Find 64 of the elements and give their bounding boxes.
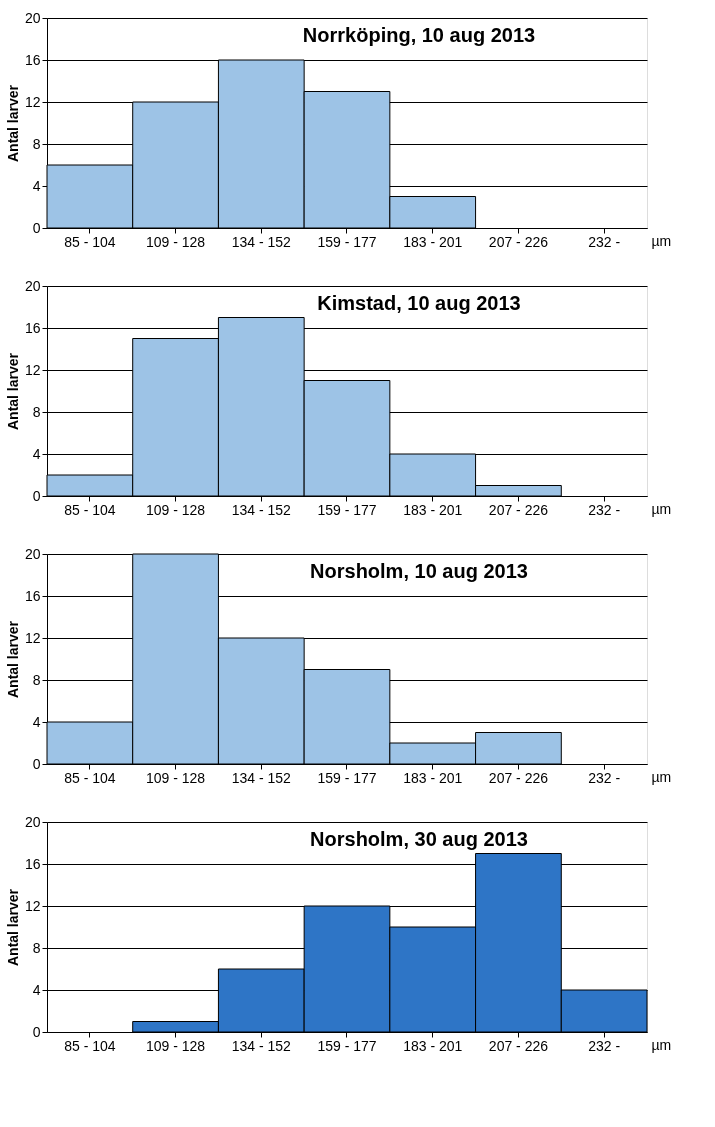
x-tick-label: 207 - 226 xyxy=(488,501,549,518)
chart-title: Norrköping, 10 aug 2013 xyxy=(302,24,536,46)
x-tick-label: 109 - 128 xyxy=(145,501,206,518)
x-tick-label: 183 - 201 xyxy=(403,769,463,786)
y-tick-label: 20 xyxy=(24,545,41,562)
y-tick-label: 4 xyxy=(32,713,41,730)
x-tick-label: 109 - 128 xyxy=(145,233,206,250)
x-tick-label: 85 - 104 xyxy=(64,1037,116,1054)
x-tick-label: 207 - 226 xyxy=(488,1037,549,1054)
x-tick-label: 232 - xyxy=(588,1037,621,1054)
x-tick-label: 134 - 152 xyxy=(231,769,292,786)
x-tick-label: 85 - 104 xyxy=(64,501,116,518)
x-tick-label: 159 - 177 xyxy=(317,1037,377,1054)
x-axis-title: µm xyxy=(651,768,672,785)
y-tick-label: 8 xyxy=(32,403,41,420)
y-tick-label: 0 xyxy=(32,487,41,504)
y-tick-label: 12 xyxy=(24,93,41,110)
y-tick-label: 20 xyxy=(24,9,41,26)
y-axis-title: Antal larver xyxy=(4,620,21,699)
x-tick-label: 159 - 177 xyxy=(317,501,377,518)
x-tick-label: 183 - 201 xyxy=(403,233,463,250)
y-tick-label: 4 xyxy=(32,445,41,462)
x-tick-label: 207 - 226 xyxy=(488,233,549,250)
y-tick-label: 12 xyxy=(24,629,41,646)
x-tick-label: 85 - 104 xyxy=(64,769,116,786)
y-axis-title: Antal larver xyxy=(4,352,21,431)
x-tick-label: 134 - 152 xyxy=(231,233,292,250)
x-tick-label: 159 - 177 xyxy=(317,769,377,786)
x-tick-label: 159 - 177 xyxy=(317,233,377,250)
x-tick-label: 207 - 226 xyxy=(488,769,549,786)
y-tick-label: 8 xyxy=(32,671,41,688)
x-axis-title: µm xyxy=(651,232,672,249)
y-tick-label: 4 xyxy=(32,177,41,194)
y-tick-label: 16 xyxy=(24,855,41,872)
y-tick-label: 20 xyxy=(24,277,41,294)
y-axis-title: Antal larver xyxy=(4,84,21,163)
x-tick-label: 232 - xyxy=(588,233,621,250)
x-tick-label: 232 - xyxy=(588,501,621,518)
y-tick-label: 16 xyxy=(24,587,41,604)
x-axis-title: µm xyxy=(651,1036,672,1053)
y-tick-label: 4 xyxy=(32,981,41,998)
y-tick-label: 0 xyxy=(32,755,41,772)
y-tick-label: 12 xyxy=(24,897,41,914)
y-tick-label: 16 xyxy=(24,51,41,68)
x-tick-label: 134 - 152 xyxy=(231,1037,292,1054)
chart-title: Kimstad, 10 aug 2013 xyxy=(317,292,521,314)
x-tick-label: 85 - 104 xyxy=(64,233,116,250)
chart-title: Norsholm, 10 aug 2013 xyxy=(310,560,528,582)
y-tick-label: 8 xyxy=(32,135,41,152)
y-tick-label: 16 xyxy=(24,319,41,336)
x-tick-label: 109 - 128 xyxy=(145,769,206,786)
chart-title: Norsholm, 30 aug 2013 xyxy=(310,828,528,850)
x-tick-label: 232 - xyxy=(588,769,621,786)
x-tick-label: 109 - 128 xyxy=(145,1037,206,1054)
x-tick-label: 183 - 201 xyxy=(403,1037,463,1054)
y-tick-label: 12 xyxy=(24,361,41,378)
x-tick-label: 183 - 201 xyxy=(403,501,463,518)
y-axis-title: Antal larver xyxy=(4,888,21,967)
y-tick-label: 8 xyxy=(32,939,41,956)
x-axis-title: µm xyxy=(651,500,672,517)
x-tick-label: 134 - 152 xyxy=(231,501,292,518)
y-tick-label: 0 xyxy=(32,1023,41,1040)
y-tick-label: 20 xyxy=(24,813,41,830)
y-tick-label: 0 xyxy=(32,219,41,236)
